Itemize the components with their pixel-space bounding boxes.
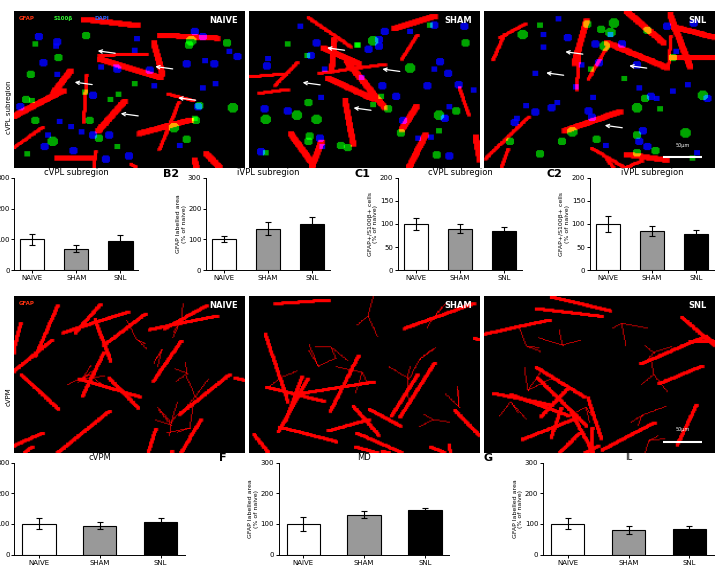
Bar <box>83 525 116 555</box>
Text: C1: C1 <box>355 169 371 179</box>
Title: iVPL subregion: iVPL subregion <box>237 168 299 177</box>
Y-axis label: GFAP+/S100β+ cells
(% of naive): GFAP+/S100β+ cells (% of naive) <box>559 192 570 256</box>
Bar <box>348 514 381 555</box>
Bar <box>448 229 472 270</box>
Bar <box>673 530 706 555</box>
Bar <box>108 241 133 270</box>
Text: NAIVE: NAIVE <box>209 301 238 310</box>
Bar <box>492 231 516 270</box>
Title: cVPM: cVPM <box>89 453 111 462</box>
Bar <box>596 224 620 270</box>
Text: SHAM: SHAM <box>445 301 472 310</box>
Title: IL: IL <box>625 453 632 462</box>
Bar <box>408 510 442 555</box>
Text: cVPM: cVPM <box>6 387 12 406</box>
Text: SNL: SNL <box>689 301 707 310</box>
Bar <box>256 229 280 270</box>
Bar <box>286 524 320 555</box>
Bar <box>684 234 708 270</box>
Text: GFAP: GFAP <box>19 301 35 306</box>
Text: C2: C2 <box>547 169 562 179</box>
Text: NAIVE: NAIVE <box>209 16 238 25</box>
Text: GFAP: GFAP <box>19 16 35 21</box>
Title: MD: MD <box>357 453 371 462</box>
Text: S100β: S100β <box>53 16 73 21</box>
Bar <box>22 524 56 555</box>
Bar <box>404 224 428 270</box>
Y-axis label: GFAP labelled area
(% of naive): GFAP labelled area (% of naive) <box>248 479 259 538</box>
Y-axis label: GFAP labelled area
(% of naive): GFAP labelled area (% of naive) <box>513 479 523 538</box>
Y-axis label: GFAP+/S100β+ cells
(% of naive): GFAP+/S100β+ cells (% of naive) <box>368 192 379 256</box>
Bar <box>612 530 645 555</box>
Title: iVPL subregion: iVPL subregion <box>621 168 684 177</box>
Text: F: F <box>219 453 226 464</box>
Bar <box>64 248 89 270</box>
Bar <box>212 239 236 270</box>
Text: DAPI: DAPI <box>95 16 110 21</box>
Text: cVPL subregion: cVPL subregion <box>6 81 12 134</box>
Bar <box>20 239 44 270</box>
Text: SHAM: SHAM <box>445 16 472 25</box>
Bar <box>640 231 664 270</box>
Title: cVPL subregion: cVPL subregion <box>428 168 492 177</box>
Bar <box>143 522 177 555</box>
Title: cVPL subregion: cVPL subregion <box>44 168 109 177</box>
Y-axis label: GFAP labelled area
(% of naive): GFAP labelled area (% of naive) <box>176 195 187 254</box>
Text: 50μm: 50μm <box>676 143 690 148</box>
Text: 50μm: 50μm <box>676 427 690 432</box>
Text: SNL: SNL <box>689 16 707 25</box>
Bar <box>551 524 585 555</box>
Text: G: G <box>484 453 492 464</box>
Text: B2: B2 <box>163 169 179 179</box>
Bar <box>300 224 324 270</box>
